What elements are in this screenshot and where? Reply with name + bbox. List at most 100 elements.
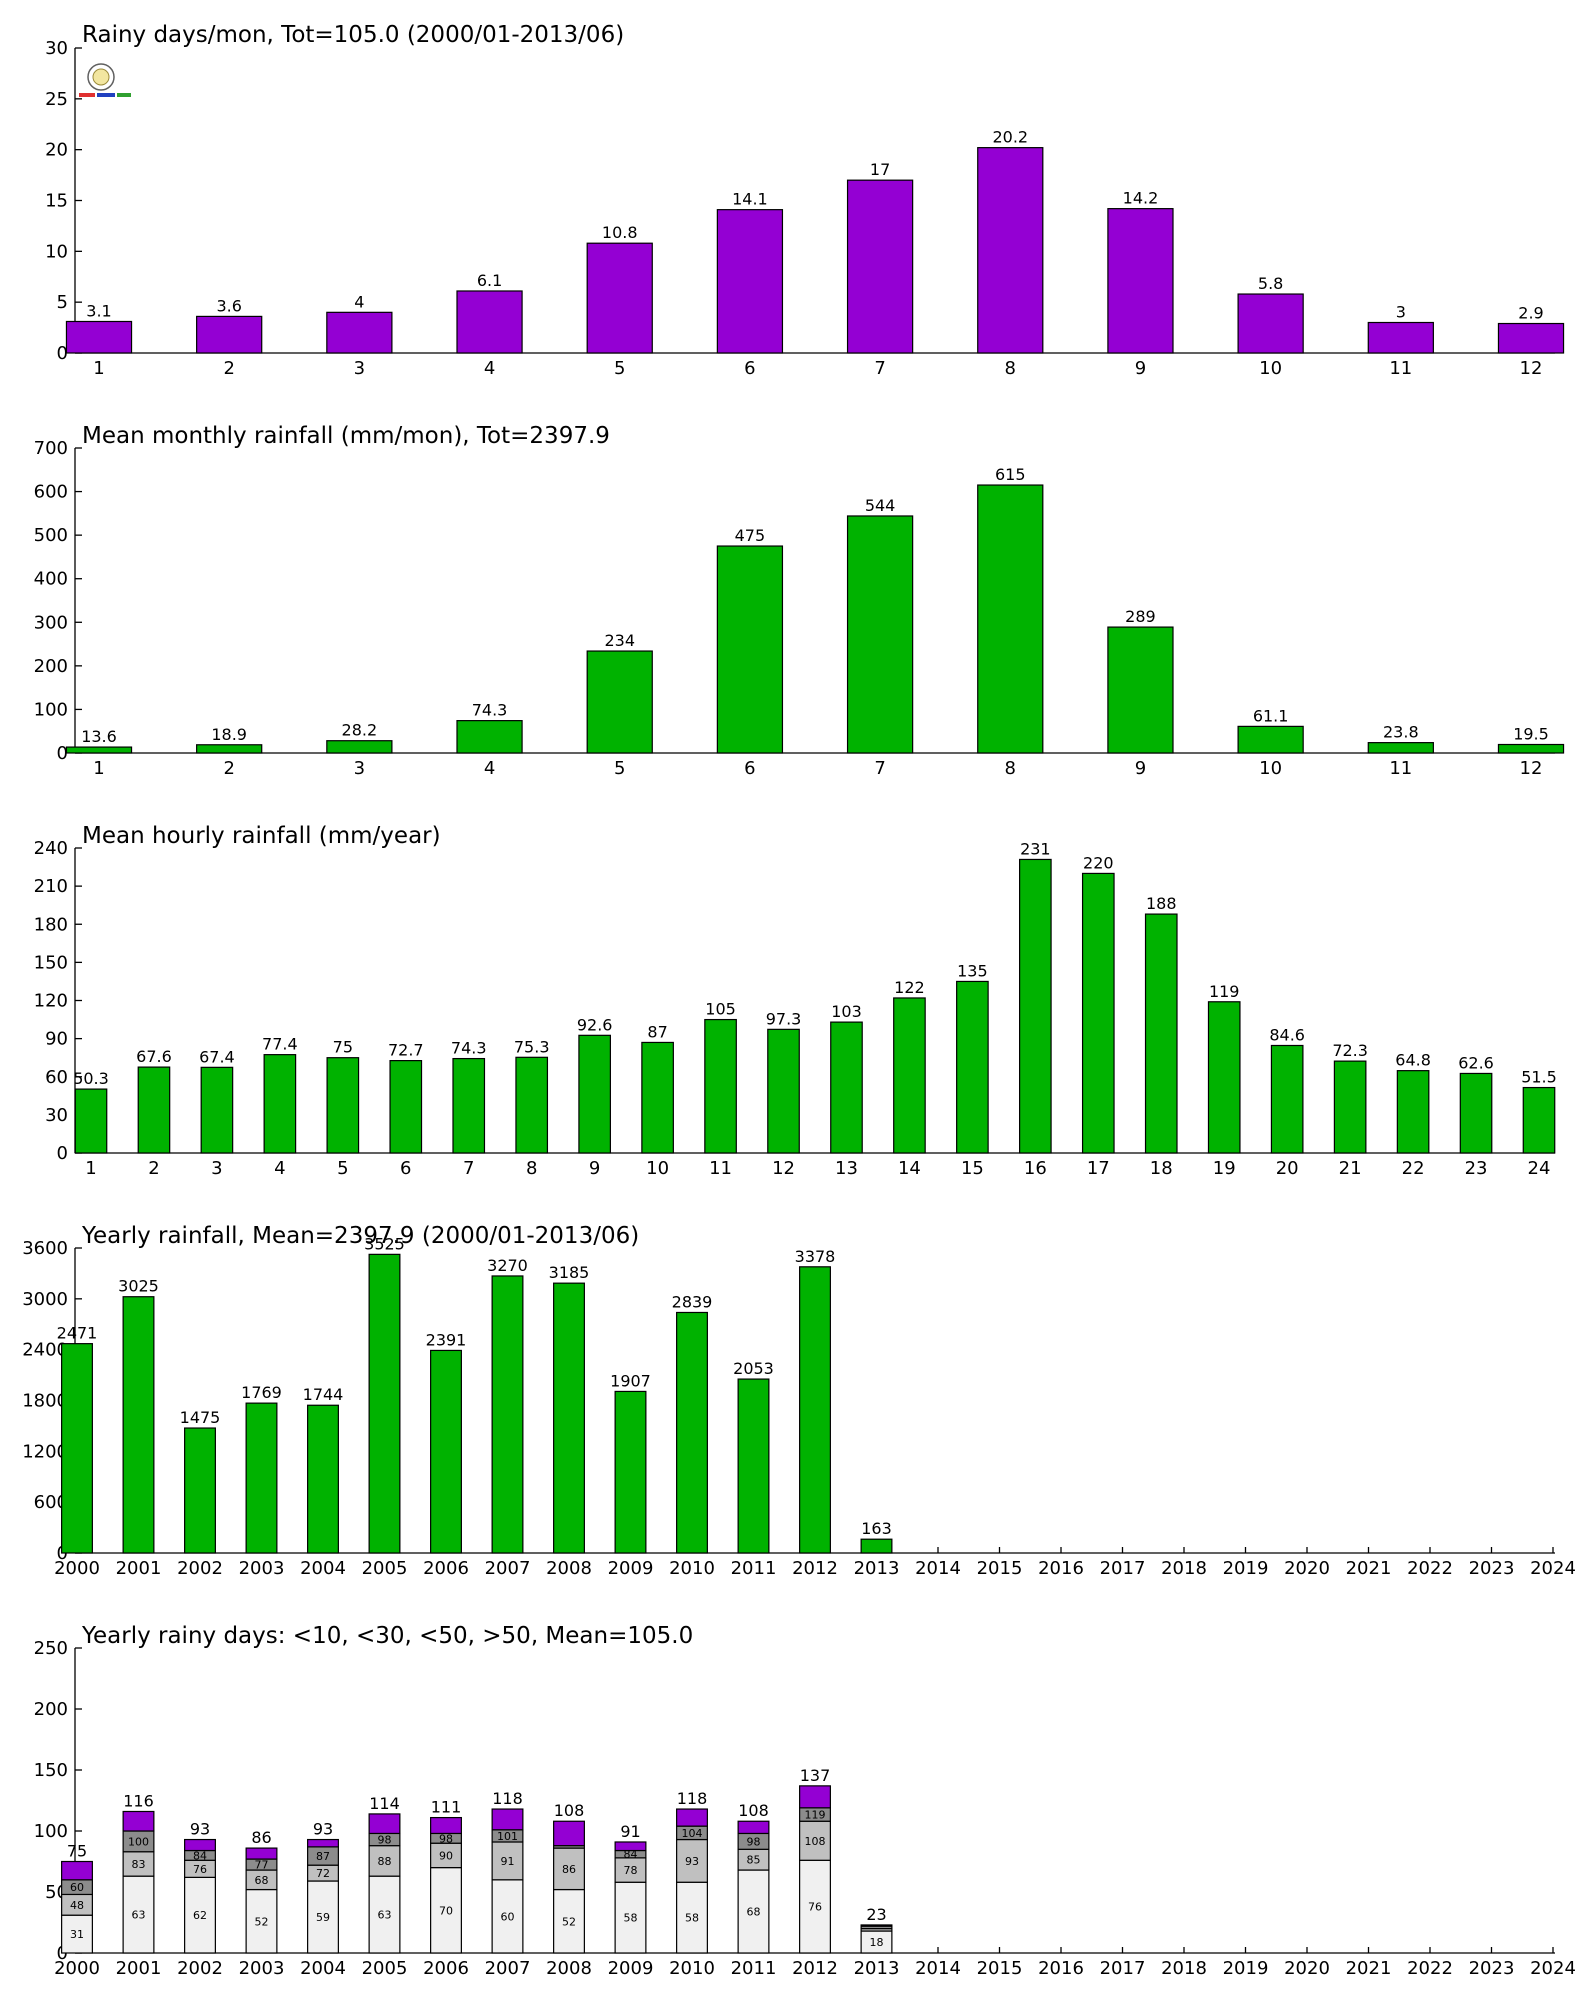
data-label: 231 — [1020, 839, 1051, 858]
x-tick-label: 2 — [223, 358, 234, 379]
y-tick-label: 600 — [34, 482, 68, 503]
bar — [846, 515, 914, 754]
bar — [586, 650, 653, 754]
segment-label: 84 — [193, 1849, 207, 1862]
x-tick-label: 2019 — [1223, 1958, 1269, 1979]
segment-label: 90 — [439, 1849, 453, 1862]
data-label: 77.4 — [262, 1035, 298, 1054]
y-tick-label: 0 — [57, 343, 68, 364]
x-tick-label: 22 — [1402, 1158, 1425, 1179]
segment-label: 18 — [870, 1936, 884, 1949]
x-tick-label: 8 — [1005, 758, 1016, 779]
stack-segment — [614, 1881, 647, 1954]
data-label: 3525 — [364, 1234, 405, 1253]
y-tick-label: 180 — [34, 914, 68, 935]
data-label: 74.3 — [451, 1039, 487, 1058]
stack-segment — [799, 1859, 831, 1954]
data-label: 28.2 — [342, 721, 378, 740]
total-label: 93 — [313, 1820, 333, 1839]
x-tick-label: 2012 — [792, 1958, 838, 1979]
segment-label: 63 — [132, 1909, 146, 1922]
stack-segment — [430, 1842, 462, 1869]
stack-segment — [553, 1820, 585, 1847]
station-logo — [79, 63, 131, 97]
x-tick-label: 10 — [646, 1158, 669, 1179]
segment-label: 76 — [808, 1901, 822, 1914]
x-tick-label: 4 — [484, 358, 495, 379]
chart-rainy-days-per-month: Rainy days/mon, Tot=105.0 (2000/01-2013/… — [45, 22, 1565, 379]
bar — [1497, 743, 1565, 754]
logo-wordmark-mark — [97, 93, 115, 97]
stack-segment — [676, 1838, 708, 1883]
x-tick-label: 8 — [526, 1158, 537, 1179]
data-label: 163 — [861, 1519, 892, 1538]
data-label: 475 — [735, 526, 766, 545]
x-tick-label: 2011 — [731, 1958, 777, 1979]
bar — [456, 290, 523, 354]
x-tick-label: 2023 — [1469, 1958, 1515, 1979]
x-tick-label: 7 — [874, 758, 885, 779]
segment-label: 60 — [70, 1881, 84, 1894]
data-label: 62.6 — [1458, 1053, 1494, 1072]
x-tick-label: 2019 — [1223, 1558, 1269, 1579]
bar — [1144, 913, 1178, 1154]
segment-label: 98 — [378, 1834, 392, 1847]
x-tick-label: 7 — [874, 358, 885, 379]
bar — [137, 1066, 171, 1154]
x-tick-label: 2016 — [1038, 1958, 1084, 1979]
total-label: 108 — [554, 1801, 585, 1820]
logo-emblem-icon — [92, 68, 110, 86]
total-label: 118 — [677, 1789, 708, 1808]
total-label: 91 — [620, 1822, 640, 1841]
x-tick-label: 6 — [400, 1158, 411, 1179]
segment-label: 62 — [193, 1909, 207, 1922]
x-tick-label: 10 — [1259, 758, 1282, 779]
stack-segment — [184, 1876, 216, 1954]
segment-label: 98 — [439, 1832, 453, 1845]
stack-segment — [307, 1838, 339, 1848]
x-tick-label: 1 — [93, 358, 104, 379]
y-tick-label: 90 — [45, 1029, 68, 1050]
bar — [553, 1282, 585, 1554]
x-tick-label: 2016 — [1038, 1558, 1084, 1579]
x-tick-label: 2020 — [1284, 1558, 1330, 1579]
logo-wordmark-mark — [79, 93, 95, 97]
stack-segment — [122, 1851, 155, 1877]
x-tick-label: 13 — [835, 1158, 858, 1179]
data-label: 97.3 — [766, 1009, 802, 1028]
data-label: 3.6 — [216, 296, 241, 315]
x-tick-label: 2008 — [546, 1558, 592, 1579]
x-tick-label: 5 — [614, 358, 625, 379]
segment-label: 101 — [497, 1830, 518, 1843]
bar — [676, 1311, 708, 1554]
segment-label: 63 — [378, 1909, 392, 1922]
chart-title-monthly-rainfall: Mean monthly rainfall (mm/mon), Tot=2397… — [82, 423, 610, 449]
bar — [245, 1402, 278, 1554]
y-tick-label: 120 — [34, 991, 68, 1012]
x-tick-label: 2006 — [423, 1558, 469, 1579]
y-tick-label: 700 — [34, 438, 68, 459]
segment-label: 48 — [70, 1899, 84, 1912]
y-tick-label: 500 — [34, 525, 68, 546]
segment-label: 68 — [255, 1874, 269, 1887]
x-tick-label: 2017 — [1100, 1958, 1146, 1979]
segment-label: 119 — [805, 1809, 826, 1822]
x-tick-label: 4 — [484, 758, 495, 779]
x-tick-label: 2001 — [116, 1958, 162, 1979]
y-tick-label: 300 — [34, 612, 68, 633]
x-tick-label: 2013 — [854, 1958, 900, 1979]
segment-label: 31 — [70, 1928, 84, 1941]
y-tick-label: 1800 — [22, 1391, 68, 1412]
bar — [578, 1034, 611, 1154]
x-tick-label: 11 — [1389, 358, 1412, 379]
bar — [491, 1275, 524, 1554]
bar — [307, 1404, 339, 1554]
bar — [196, 744, 263, 754]
segment-label: 58 — [624, 1912, 638, 1925]
x-tick-label: 2010 — [669, 1558, 715, 1579]
x-tick-label: 23 — [1465, 1158, 1488, 1179]
bar — [1522, 1086, 1556, 1154]
x-tick-label: 2010 — [669, 1958, 715, 1979]
total-label: 114 — [369, 1794, 400, 1813]
y-tick-label: 3000 — [22, 1289, 68, 1310]
